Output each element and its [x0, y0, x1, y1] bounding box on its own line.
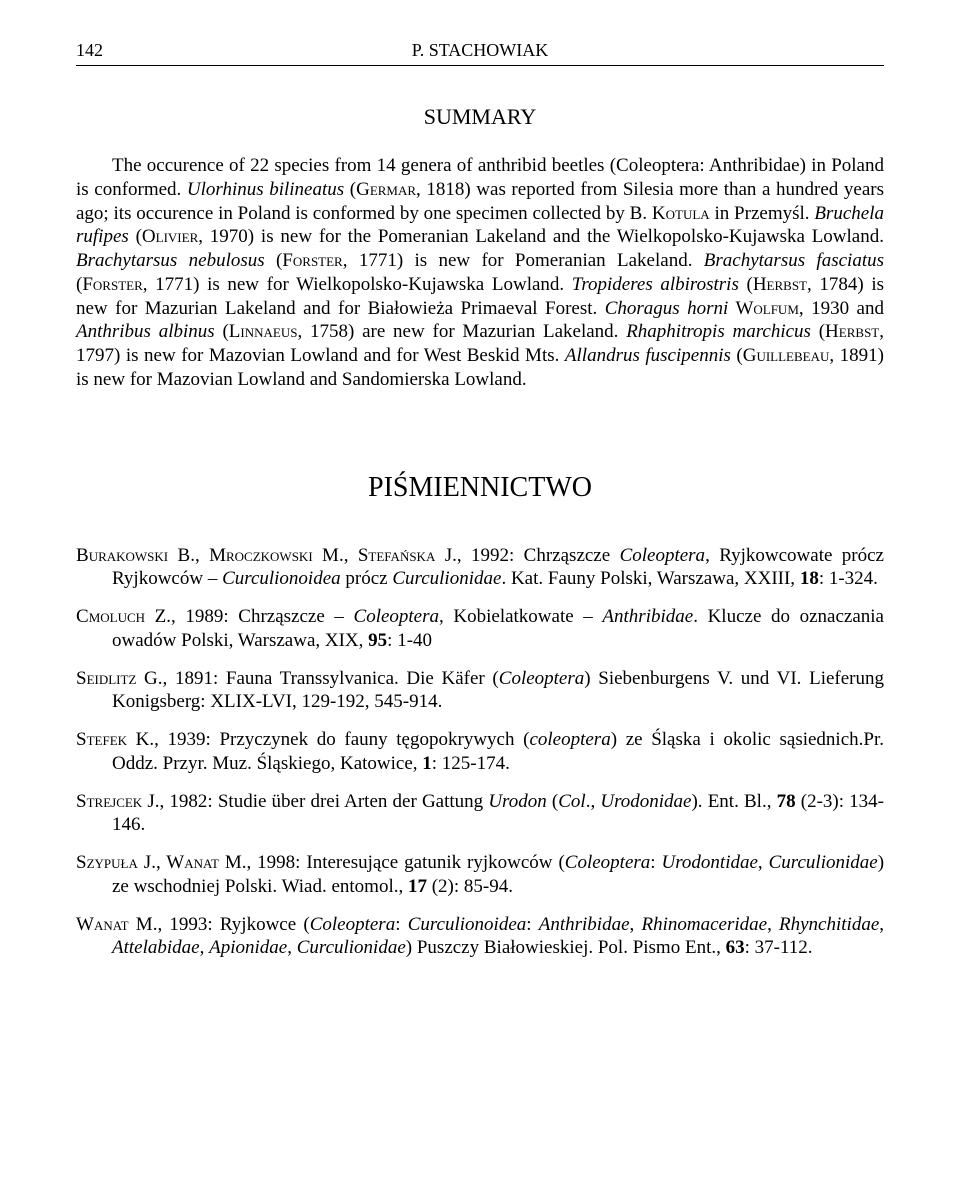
summary-title: SUMMARY	[76, 104, 884, 130]
references-title: PIŚMIENNICTWO	[76, 472, 884, 504]
reference-item: Seidlitz G., 1891: Fauna Transsylvanica.…	[76, 667, 884, 715]
reference-item: Cmoluch Z., 1989: Chrząszcze – Coleopter…	[76, 605, 884, 653]
reference-item: Strejcek J., 1982: Studie über drei Arte…	[76, 790, 884, 838]
summary-body: The occurence of 22 species from 14 gene…	[76, 154, 884, 392]
reference-item: Szypuła J., Wanat M., 1998: Interesujące…	[76, 851, 884, 899]
reference-item: Wanat M., 1993: Ryjkowce (Coleoptera: Cu…	[76, 913, 884, 961]
reference-item: Stefek K., 1939: Przyczynek do fauny tęg…	[76, 728, 884, 776]
header-divider	[76, 65, 884, 66]
page-number: 142	[76, 40, 103, 61]
page-header: 142 P. STACHOWIAK 142	[76, 40, 884, 61]
reference-item: Burakowski B., Mroczkowski M., Stefańska…	[76, 544, 884, 592]
header-author: P. STACHOWIAK	[412, 40, 549, 61]
references-list: Burakowski B., Mroczkowski M., Stefańska…	[76, 544, 884, 961]
